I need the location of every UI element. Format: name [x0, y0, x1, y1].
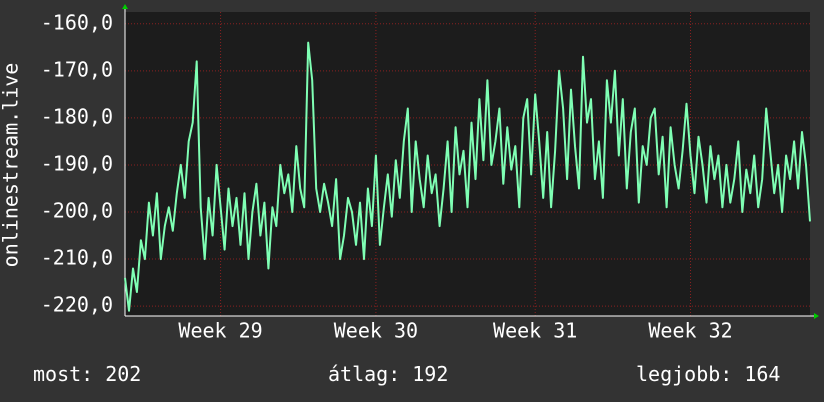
stat: legjobb: 164 — [636, 362, 780, 386]
y-tick-label: -160,0 — [41, 10, 113, 34]
y-axis-arrow — [122, 4, 128, 9]
y-tick-label: -210,0 — [41, 246, 113, 270]
y-tick-label: -190,0 — [41, 151, 113, 175]
y-tick-label: -170,0 — [41, 57, 113, 81]
stat-label: átlag: — [328, 362, 400, 386]
stat-label: most: — [33, 362, 93, 386]
stat-label: legjobb: — [636, 362, 732, 386]
data-line — [124, 41, 811, 312]
stat: most: 202 — [33, 362, 141, 386]
x-tick-label: Week 32 — [648, 319, 732, 343]
y-tick-label: -220,0 — [41, 293, 113, 317]
y-tick-label: -200,0 — [41, 199, 113, 223]
x-tick-label: Week 29 — [178, 319, 262, 343]
x-tick-label: Week 30 — [334, 319, 418, 343]
stat-value: 164 — [744, 362, 780, 386]
plot-area — [125, 12, 810, 316]
x-tick-label: Week 31 — [493, 319, 577, 343]
stat-value: 202 — [105, 362, 141, 386]
y-axis-label: onlinestream.live — [0, 63, 23, 268]
stats: most: 202 átlag: 192 legjobb: 164 — [33, 362, 780, 386]
y-tick-label: -180,0 — [41, 104, 113, 128]
x-axis-arrow — [814, 313, 819, 319]
stat-value: 192 — [412, 362, 448, 386]
stat: átlag: 192 — [328, 362, 448, 386]
